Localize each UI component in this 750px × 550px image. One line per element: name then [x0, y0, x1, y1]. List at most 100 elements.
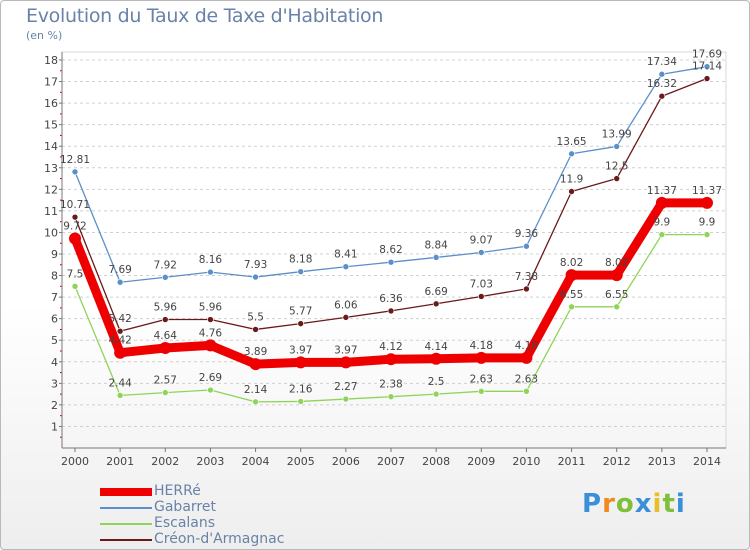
- y-tick-label: 8: [51, 270, 58, 283]
- data-point: [477, 293, 485, 300]
- data-label: 13.65: [557, 136, 587, 148]
- legend-label: Créon-d'Armagnac: [154, 531, 285, 547]
- data-label: 6.36: [379, 293, 403, 305]
- data-label: 5.5: [247, 311, 264, 323]
- y-tick-label: 6: [51, 313, 58, 326]
- data-point: [432, 390, 440, 398]
- data-point: [658, 231, 666, 238]
- data-point: [703, 231, 711, 238]
- data-point: [658, 92, 666, 100]
- data-label: 2.14: [244, 384, 268, 396]
- data-point: [294, 356, 307, 369]
- data-point: [655, 196, 668, 209]
- data-point: [207, 386, 214, 394]
- data-label: 5.96: [154, 302, 178, 314]
- data-point: [568, 150, 575, 158]
- data-point: [387, 307, 395, 315]
- data-point: [71, 213, 79, 221]
- y-tick-label: 4: [51, 356, 58, 369]
- data-point: [520, 351, 533, 364]
- data-label: 6.55: [560, 289, 583, 301]
- logo-letter: o: [615, 489, 635, 519]
- data-point: [204, 339, 217, 352]
- data-point: [69, 232, 81, 245]
- unit-label: (en %): [26, 29, 63, 42]
- data-point: [161, 316, 169, 323]
- data-label: 17.34: [647, 56, 677, 68]
- data-label: 4.76: [199, 327, 223, 339]
- data-label: 4.14: [424, 341, 448, 353]
- legend-label: HERRé: [154, 483, 201, 499]
- data-label: 2.27: [334, 381, 357, 393]
- data-label: 7.92: [154, 259, 177, 271]
- data-point: [252, 273, 259, 281]
- data-point: [477, 388, 485, 395]
- x-tick-label: 2007: [377, 455, 405, 468]
- data-label: 5.42: [108, 313, 131, 325]
- data-label: 7.5: [67, 268, 84, 280]
- data-point: [703, 75, 711, 82]
- data-label: 11.37: [692, 185, 722, 197]
- logo-letter: t: [662, 489, 676, 519]
- data-label: 4.42: [108, 335, 131, 347]
- data-label: 11.37: [647, 185, 677, 197]
- proxiti-logo: Proxiti: [582, 489, 686, 519]
- y-tick-label: 2: [51, 399, 58, 412]
- y-tick-label: 1: [51, 420, 58, 433]
- data-point: [252, 398, 259, 406]
- data-label: 8.16: [199, 254, 223, 266]
- data-point: [249, 358, 262, 371]
- data-label: 7.69: [108, 264, 131, 276]
- data-label: 8.62: [379, 244, 402, 256]
- data-label: 6.55: [605, 289, 628, 301]
- logo-letter: i: [652, 489, 663, 519]
- data-point: [432, 254, 440, 261]
- data-point: [613, 143, 621, 150]
- data-point: [342, 263, 350, 271]
- data-point: [701, 196, 713, 209]
- data-label: 12.81: [60, 154, 90, 166]
- data-label: 4.64: [154, 330, 178, 342]
- data-label: 9.07: [470, 234, 493, 246]
- data-label: 9.72: [63, 220, 86, 232]
- data-label: 8.18: [289, 254, 312, 266]
- data-label: 5.77: [289, 306, 312, 318]
- data-point: [475, 351, 488, 364]
- data-point: [613, 175, 621, 182]
- x-tick-label: 2008: [422, 455, 450, 468]
- data-point: [568, 303, 575, 311]
- legend-label: Gabarret: [154, 499, 216, 515]
- y-tick-label: 16: [44, 97, 58, 110]
- data-point: [342, 395, 350, 403]
- data-point: [385, 353, 397, 366]
- data-label: 12.5: [605, 161, 628, 173]
- data-point: [523, 388, 530, 395]
- data-label: 7.03: [470, 278, 493, 290]
- y-tick-label: 13: [44, 162, 58, 175]
- data-point: [252, 326, 259, 333]
- data-point: [610, 269, 623, 282]
- data-point: [297, 320, 305, 327]
- data-label: 4.18: [515, 340, 538, 352]
- data-point: [387, 393, 395, 400]
- x-tick-label: 2002: [151, 455, 179, 468]
- data-label: 3.89: [244, 346, 267, 358]
- data-point: [387, 258, 395, 266]
- data-point: [207, 268, 214, 276]
- x-tick-label: 2000: [61, 455, 89, 468]
- data-label: 7.93: [244, 259, 267, 271]
- data-label: 8.02: [605, 257, 628, 269]
- y-tick-label: 9: [51, 248, 58, 261]
- y-tick-label: 17: [44, 76, 58, 89]
- y-tick-label: 7: [51, 291, 58, 304]
- x-tick-label: 2006: [332, 455, 360, 468]
- y-tick-label: 3: [51, 377, 58, 390]
- data-label: 16.32: [647, 78, 677, 90]
- data-label: 2.5: [428, 376, 445, 388]
- x-tick-label: 2004: [242, 455, 270, 468]
- data-point: [342, 314, 350, 321]
- data-label: 5.96: [199, 302, 223, 314]
- data-label: 3.97: [289, 344, 312, 356]
- data-label: 2.44: [108, 377, 132, 389]
